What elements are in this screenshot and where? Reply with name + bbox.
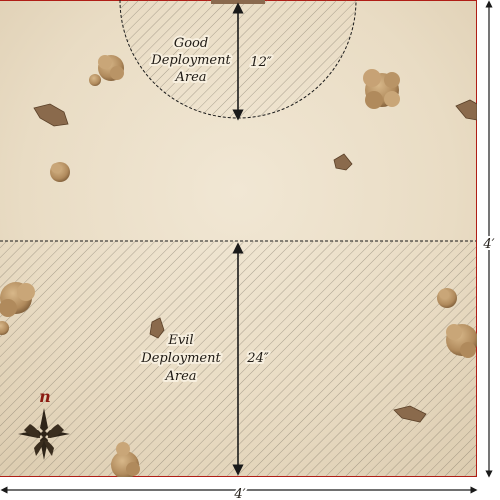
board-height-label: 4′: [482, 237, 494, 252]
rock-terrain: [393, 405, 427, 423]
forest-terrain: [50, 162, 70, 182]
rock-terrain: [149, 317, 165, 339]
compass-rose-icon: [18, 408, 70, 460]
forest-terrain: [363, 69, 400, 109]
rock-terrain: [455, 99, 477, 121]
compass-north-label: n: [39, 387, 51, 406]
forest-terrain: [437, 288, 457, 308]
board-width-label: 4′: [233, 487, 245, 500]
good-area-label-line3: Area: [174, 70, 206, 85]
good-depth-label: 12″: [250, 55, 272, 70]
forest-terrain: [0, 282, 35, 335]
good-area-label-line1: Good: [174, 36, 208, 51]
rock-terrain: [333, 153, 353, 171]
evil-depth-label: 24″: [246, 351, 269, 366]
evil-area-label-line1: Evil: [167, 333, 193, 348]
good-area-label-line2: Deployment: [150, 53, 231, 68]
evil-area-label-line3: Area: [164, 369, 196, 384]
evil-area-label-line2: Deployment: [140, 351, 221, 366]
rock-terrain: [33, 103, 69, 127]
forest-terrain: [111, 442, 140, 477]
forest-terrain: [89, 55, 124, 86]
board-edge-marker: [211, 0, 265, 4]
forest-terrain: [446, 324, 477, 358]
